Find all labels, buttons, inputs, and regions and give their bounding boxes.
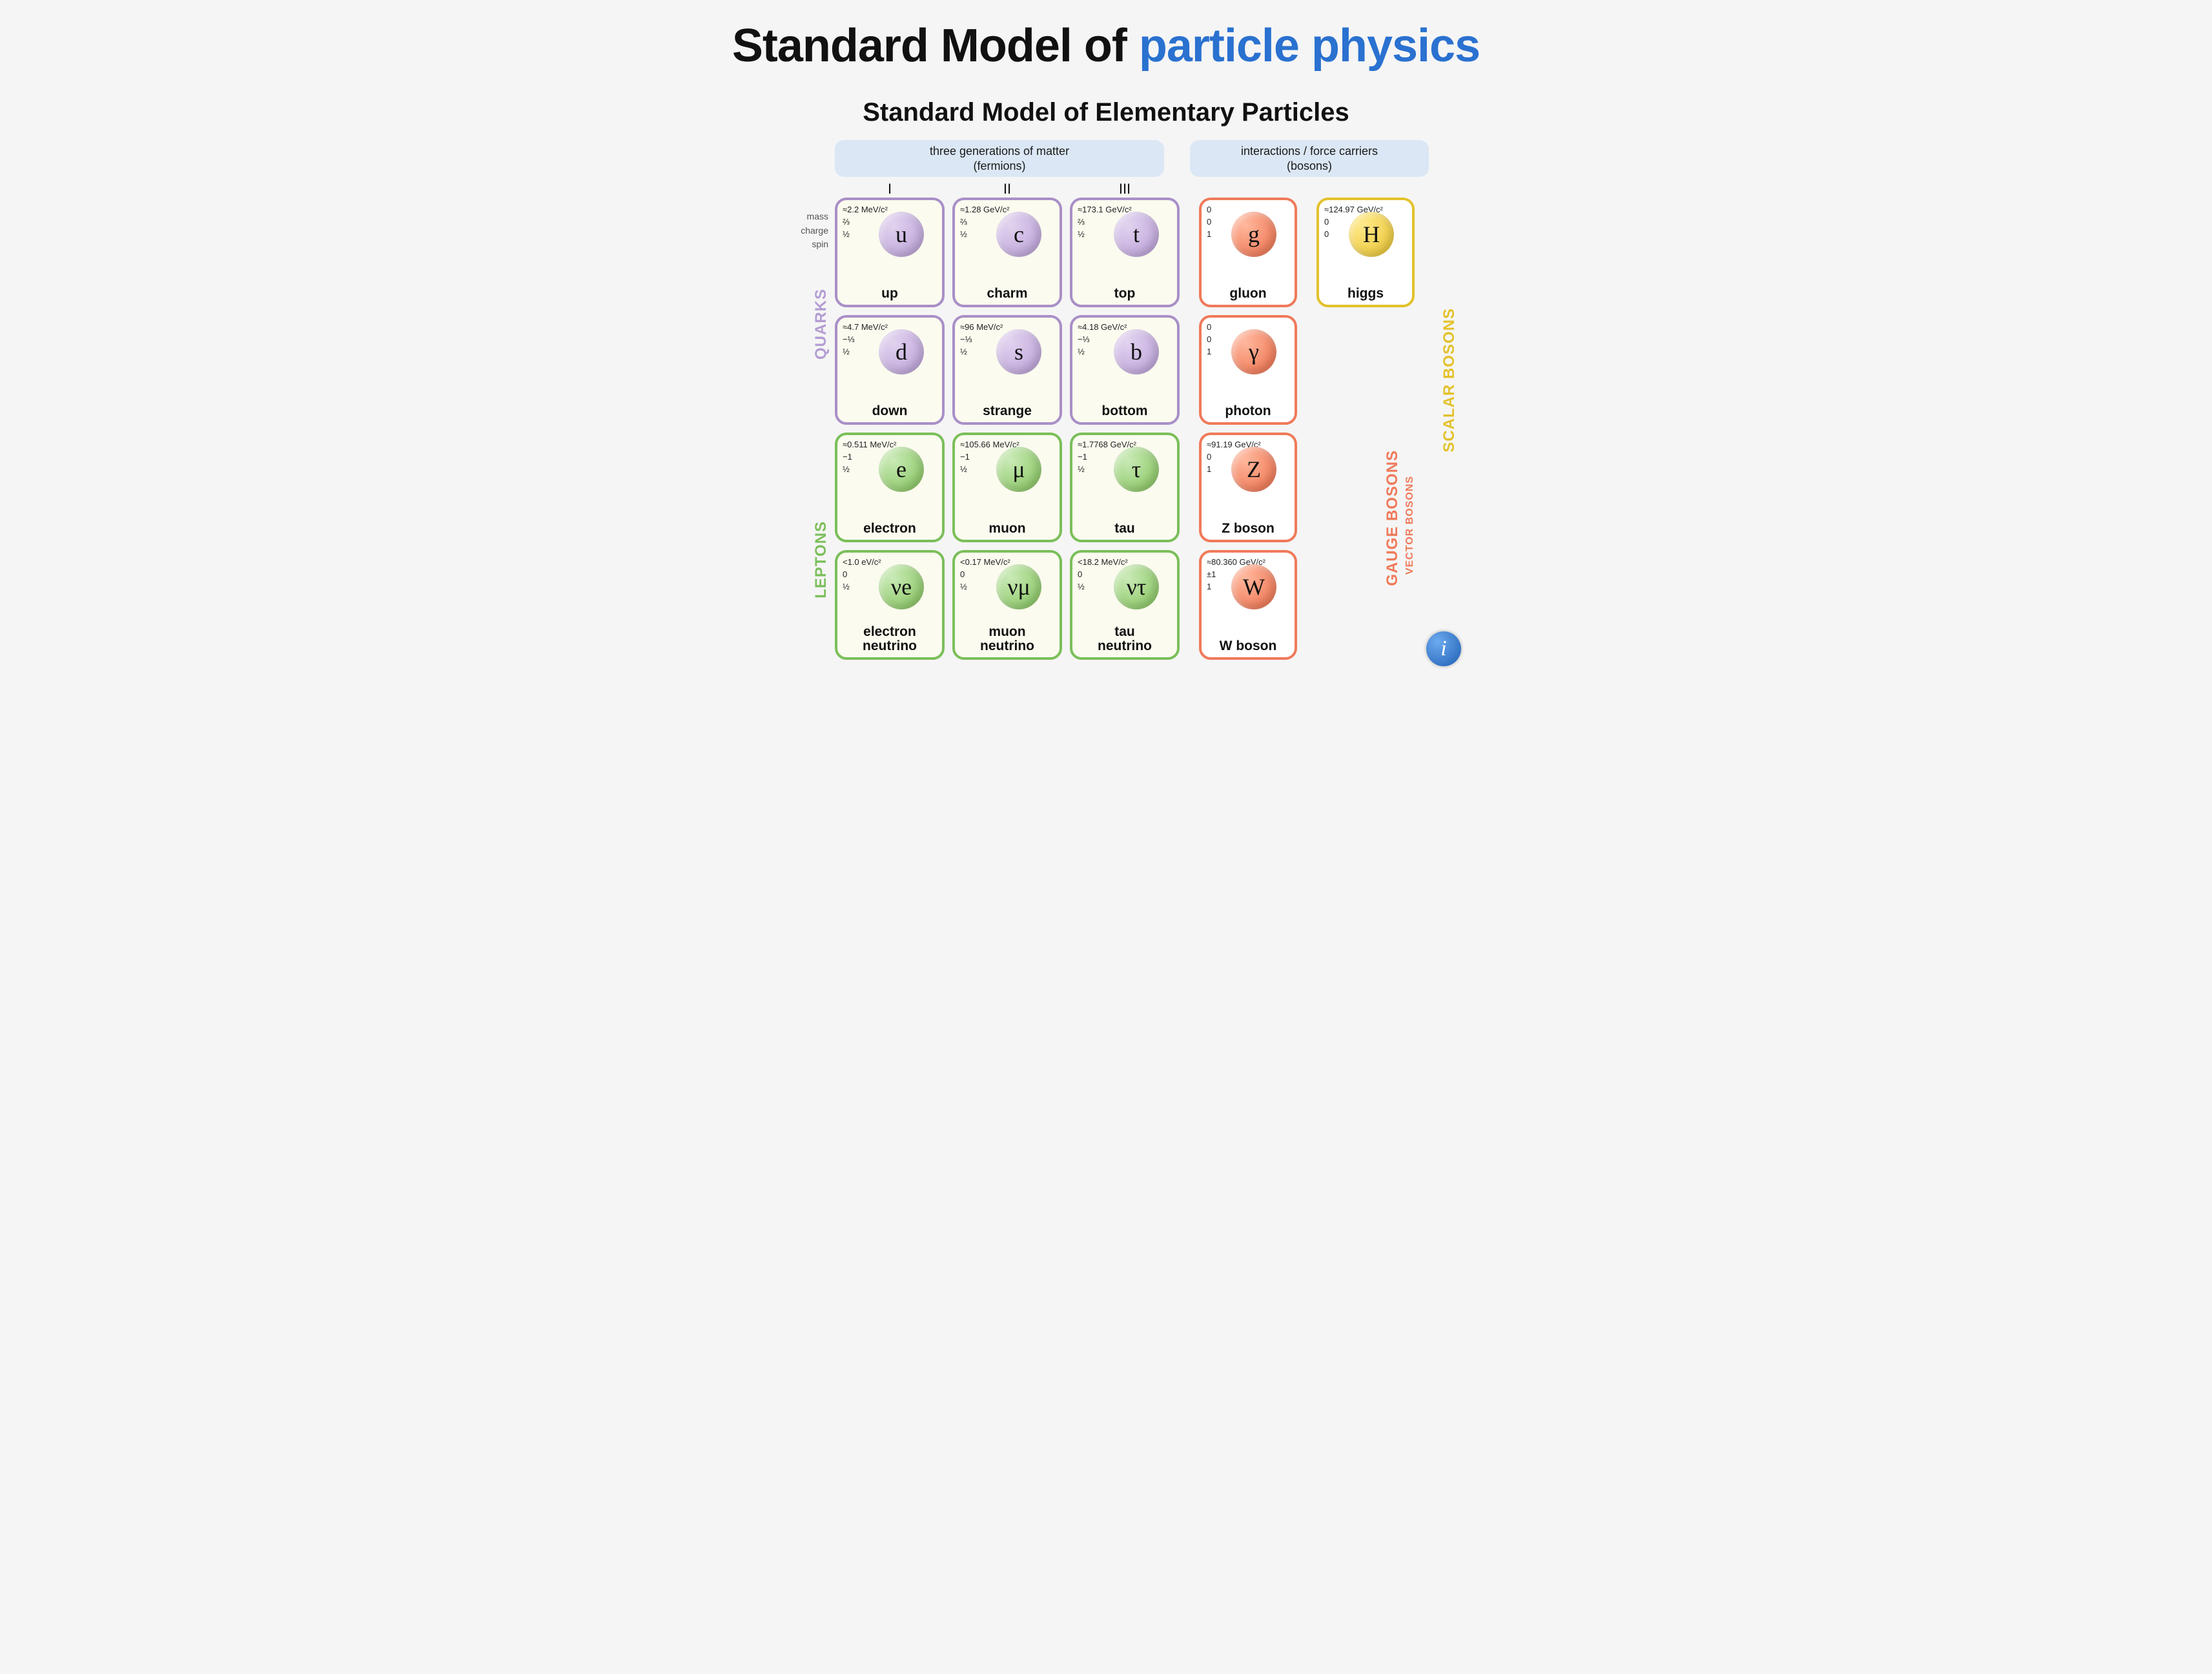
- name-charm: charm: [955, 287, 1060, 301]
- card-down: ≈4.7 MeV/c² −⅓ ½ d down: [835, 315, 945, 425]
- title-plain: Standard Model of: [732, 20, 1139, 72]
- name-muon: muon: [955, 522, 1060, 536]
- fermions-line1: three generations of matter: [930, 145, 1069, 158]
- symbol-enu: νe: [879, 564, 924, 609]
- fermions-pill: three generations of matter (fermions): [835, 140, 1164, 177]
- gen-2: II: [952, 181, 1062, 198]
- symbol-up: u: [879, 212, 924, 257]
- symbol-electron: e: [879, 447, 924, 492]
- name-top: top: [1072, 287, 1177, 301]
- card-strange: ≈96 MeV/c² −⅓ ½ s strange: [952, 315, 1062, 425]
- generation-row: I II III: [835, 181, 1455, 198]
- symbol-top: t: [1114, 212, 1159, 257]
- vlabel-gauge: GAUGE BOSONS: [1384, 450, 1402, 586]
- name-wboson: W boson: [1202, 639, 1295, 653]
- name-tau: tau: [1072, 522, 1177, 536]
- symbol-tnu: ντ: [1114, 564, 1159, 609]
- name-bottom: bottom: [1072, 404, 1177, 418]
- symbol-strange: s: [996, 329, 1041, 374]
- name-down: down: [837, 404, 942, 418]
- name-enu: electron neutrino: [837, 625, 942, 653]
- bosons-line2: (bosons): [1287, 159, 1332, 172]
- label-mass: mass: [757, 210, 828, 224]
- empty-r2c5: [1305, 315, 1415, 425]
- gen-1: I: [835, 181, 945, 198]
- name-higgs: higgs: [1319, 287, 1412, 301]
- bosons-line1: interactions / force carriers: [1241, 145, 1378, 158]
- name-zboson: Z boson: [1202, 522, 1295, 536]
- label-charge: charge: [757, 224, 828, 238]
- card-charm: ≈1.28 GeV/c² ⅔ ½ c charm: [952, 198, 1062, 307]
- name-mnu: muon neutrino: [955, 625, 1060, 653]
- title-accent: particle physics: [1139, 20, 1480, 72]
- symbol-muon: μ: [996, 447, 1041, 492]
- page-title: Standard Model of particle physics: [26, 19, 2186, 72]
- card-mnu: <0.17 MeV/c² 0 ½ νμ muon neutrino: [952, 550, 1062, 660]
- name-tnu: tau neutrino: [1072, 625, 1177, 653]
- name-electron: electron: [837, 522, 942, 536]
- symbol-bottom: b: [1114, 329, 1159, 374]
- vlabel-quarks: QUARKS: [812, 289, 830, 360]
- vlabel-leptons: LEPTONS: [812, 521, 830, 598]
- name-up: up: [837, 287, 942, 301]
- card-wboson: ≈80.360 GeV/c² ±1 1 W W boson: [1199, 550, 1297, 660]
- card-photon: 0 0 1 γ photon: [1199, 315, 1297, 425]
- vlabel-vector: VECTOR BOSONS: [1404, 476, 1416, 575]
- symbol-charm: c: [996, 212, 1041, 257]
- label-spin: spin: [757, 238, 828, 252]
- fermions-line2: (fermions): [973, 159, 1025, 172]
- diagram-title: Standard Model of Elementary Particles: [26, 98, 2186, 127]
- card-enu: <1.0 eV/c² 0 ½ νe electron neutrino: [835, 550, 945, 660]
- card-top: ≈173.1 GeV/c² ⅔ ½ t top: [1070, 198, 1180, 307]
- diagram: three generations of matter (fermions) i…: [757, 140, 1455, 660]
- card-tau: ≈1.7768 GeV/c² −1 ½ τ tau: [1070, 433, 1180, 542]
- symbol-mnu: νμ: [996, 564, 1041, 609]
- symbol-higgs: H: [1349, 212, 1394, 257]
- name-gluon: gluon: [1202, 287, 1295, 301]
- property-labels: mass charge spin: [757, 210, 828, 252]
- vlabel-scalar: SCALAR BOSONS: [1440, 308, 1459, 453]
- card-zboson: ≈91.19 GeV/c² 0 1 Z Z boson: [1199, 433, 1297, 542]
- particle-grid: ≈2.2 MeV/c² ⅔ ½ u up ≈1.28 GeV/c² ⅔ ½ c …: [835, 198, 1455, 660]
- group-header-row: three generations of matter (fermions) i…: [835, 140, 1455, 177]
- card-muon: ≈105.66 MeV/c² −1 ½ μ muon: [952, 433, 1062, 542]
- card-higgs: ≈124.97 GeV/c² 0 0 H higgs: [1316, 198, 1415, 307]
- card-up: ≈2.2 MeV/c² ⅔ ½ u up: [835, 198, 945, 307]
- symbol-gluon: g: [1231, 212, 1276, 257]
- card-gluon: 0 0 1 g gluon: [1199, 198, 1297, 307]
- card-tnu: <18.2 MeV/c² 0 ½ ντ tau neutrino: [1070, 550, 1180, 660]
- symbol-down: d: [879, 329, 924, 374]
- symbol-wboson: W: [1231, 564, 1276, 609]
- card-bottom: ≈4.18 GeV/c² −⅓ ½ b bottom: [1070, 315, 1180, 425]
- symbol-zboson: Z: [1231, 447, 1276, 492]
- name-photon: photon: [1202, 404, 1295, 418]
- info-icon[interactable]: i: [1426, 631, 1461, 666]
- symbol-photon: γ: [1231, 329, 1276, 374]
- name-strange: strange: [955, 404, 1060, 418]
- card-electron: ≈0.511 MeV/c² −1 ½ e electron: [835, 433, 945, 542]
- symbol-tau: τ: [1114, 447, 1159, 492]
- bosons-pill: interactions / force carriers (bosons): [1190, 140, 1429, 177]
- gen-3: III: [1070, 181, 1180, 198]
